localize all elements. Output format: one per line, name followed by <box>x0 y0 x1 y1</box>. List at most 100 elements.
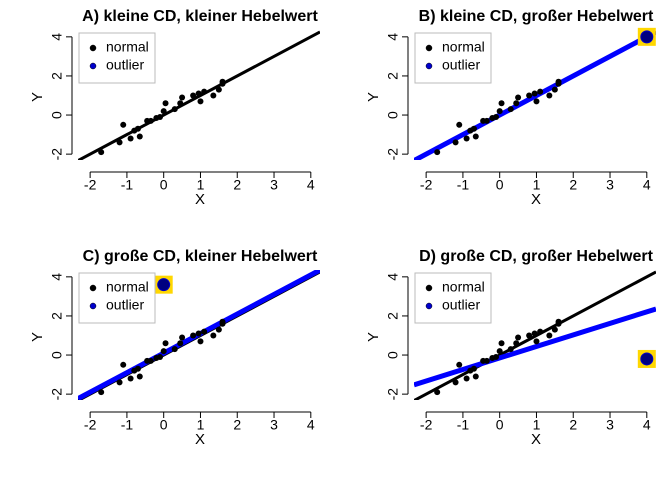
x-axis-label: X <box>195 431 205 448</box>
y-tick-label: 2 <box>385 312 401 320</box>
point <box>171 346 178 353</box>
point <box>120 361 127 368</box>
point <box>515 334 522 341</box>
y-axis-label: Y <box>29 92 46 102</box>
point <box>526 332 533 339</box>
point <box>470 365 477 372</box>
point <box>98 389 105 396</box>
x-tick-label: 4 <box>307 177 315 193</box>
point <box>201 88 208 95</box>
point <box>201 328 208 335</box>
y-tick-label: 2 <box>49 312 65 320</box>
point <box>116 379 123 386</box>
point <box>162 340 169 347</box>
legend-symbol <box>425 44 433 52</box>
legend-symbol <box>89 302 97 310</box>
point <box>134 125 141 132</box>
point <box>197 338 204 345</box>
point <box>177 100 184 107</box>
legend-label: outlier <box>442 57 480 73</box>
outlier-point <box>640 352 654 366</box>
y-axis-label: Y <box>29 332 46 342</box>
y-tick-label: 0 <box>385 111 401 119</box>
point <box>147 357 154 364</box>
point <box>157 113 164 120</box>
y-tick-label: -2 <box>49 388 65 401</box>
x-tick-label: 0 <box>160 417 168 433</box>
y-tick-label: 4 <box>49 273 65 281</box>
point <box>210 92 217 99</box>
y-tick-label: -2 <box>385 388 401 401</box>
point <box>197 98 204 105</box>
x-tick-label: -1 <box>457 177 470 193</box>
x-tick-label: -2 <box>84 177 97 193</box>
x-tick-label: -1 <box>457 417 470 433</box>
point <box>456 121 463 128</box>
point <box>463 135 470 142</box>
panel-title: D) große CD, großer Hebelwert <box>419 248 653 265</box>
y-tick-label: 4 <box>385 33 401 41</box>
panel-title: B) kleine CD, großer Hebelwert <box>419 8 654 25</box>
legend-label: normal <box>442 39 485 55</box>
y-axis-label: Y <box>365 92 382 102</box>
legend-box <box>414 32 492 84</box>
point <box>551 86 558 93</box>
legend-box <box>78 272 156 324</box>
x-tick-label: -1 <box>121 177 134 193</box>
point <box>136 373 143 380</box>
x-tick-label: -2 <box>84 417 97 433</box>
point <box>116 139 123 146</box>
panel: B) kleine CD, großer Hebelwert -2 -1 0 1 2 3 4 -… <box>365 8 656 208</box>
point <box>546 332 553 339</box>
point <box>179 334 186 341</box>
point <box>195 330 202 337</box>
y-axis-label: Y <box>365 332 382 342</box>
x-tick-label: -2 <box>420 177 433 193</box>
x-tick-label: 0 <box>496 177 504 193</box>
x-tick-label: -1 <box>121 417 134 433</box>
point <box>179 94 186 101</box>
point <box>496 348 503 355</box>
panel: D) große CD, großer Hebelwert -2 -1 0 1 2 3 4 -2… <box>365 248 656 448</box>
point <box>526 92 533 99</box>
panel-title: C) große CD, kleiner Hebelwert <box>83 248 318 265</box>
y-tick-label: -2 <box>385 148 401 161</box>
fit-line <box>414 306 656 388</box>
legend-symbol <box>425 302 433 310</box>
point <box>533 98 540 105</box>
legend-label: outlier <box>106 297 144 313</box>
legend-label: normal <box>106 279 149 295</box>
x-tick-label: 4 <box>643 177 651 193</box>
point <box>483 357 490 364</box>
x-tick-label: 1 <box>197 177 205 193</box>
point <box>127 135 134 142</box>
legend-label: normal <box>106 39 149 55</box>
outlier-point <box>157 278 171 292</box>
x-tick-label: 1 <box>533 417 541 433</box>
x-axis-label: X <box>195 191 205 208</box>
point <box>498 340 505 347</box>
y-tick-label: 0 <box>385 351 401 359</box>
point <box>219 78 226 85</box>
point <box>456 361 463 368</box>
point <box>134 365 141 372</box>
point <box>215 86 222 93</box>
x-tick-label: 2 <box>569 177 577 193</box>
panel: C) große CD, kleiner Hebelwert -2 -1 0 1 2 3 4 -… <box>29 248 320 448</box>
legend-symbol <box>425 62 433 70</box>
x-tick-label: 4 <box>643 417 651 433</box>
point <box>531 90 538 97</box>
point <box>190 332 197 339</box>
point <box>215 326 222 333</box>
point <box>157 353 164 360</box>
x-tick-label: 2 <box>233 177 241 193</box>
y-tick-label: 4 <box>385 273 401 281</box>
point <box>219 318 226 325</box>
point <box>498 100 505 107</box>
point <box>127 375 134 382</box>
x-axis-label: X <box>531 431 541 448</box>
x-tick-label: 2 <box>569 417 577 433</box>
point <box>533 338 540 345</box>
point <box>513 340 520 347</box>
